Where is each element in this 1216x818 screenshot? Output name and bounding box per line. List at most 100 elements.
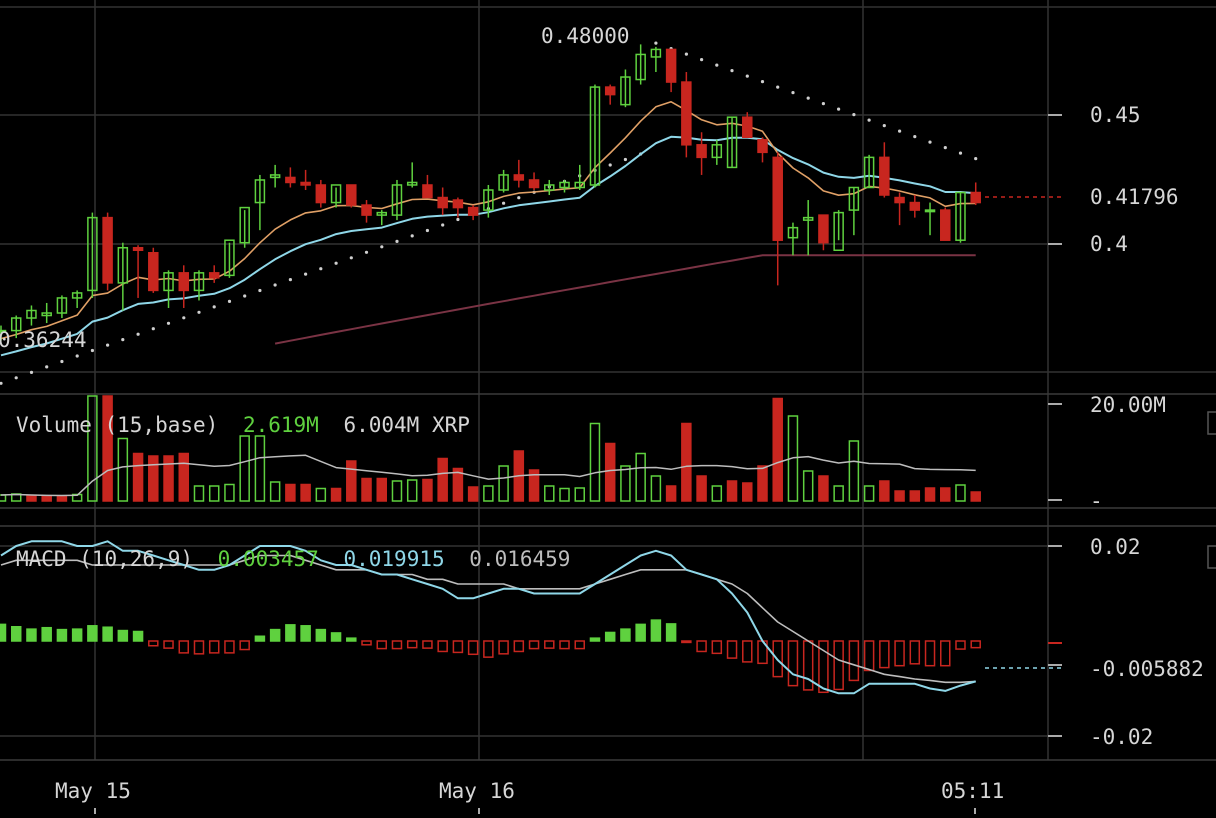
macd-bar-down bbox=[544, 640, 555, 649]
volume-bar-up bbox=[117, 437, 129, 502]
volume-bar-down bbox=[940, 487, 951, 502]
candle-up bbox=[802, 216, 814, 221]
candle-up bbox=[574, 181, 585, 189]
volume-bar-down bbox=[604, 442, 616, 502]
sar-dot bbox=[837, 107, 841, 111]
volume-bar-up bbox=[406, 479, 418, 502]
sar-dot bbox=[0, 381, 3, 385]
candle-down bbox=[772, 156, 783, 241]
price-tick-label: 0.4 bbox=[1090, 232, 1128, 256]
candle-up bbox=[330, 184, 342, 204]
sar-dot bbox=[776, 85, 780, 89]
volume-legend-value-total: 6.004M XRP bbox=[343, 413, 469, 437]
volume-bar-down bbox=[330, 487, 342, 502]
macd-bar-down bbox=[940, 640, 951, 667]
time-label-current: 05:11 bbox=[941, 779, 1004, 803]
macd-bar-down bbox=[148, 640, 159, 647]
volume-bar-down bbox=[178, 452, 190, 502]
macd-bar-down bbox=[483, 640, 494, 658]
candle-down bbox=[422, 184, 433, 199]
candle-down bbox=[879, 156, 890, 196]
candle-down bbox=[894, 196, 905, 204]
candle-up bbox=[406, 181, 418, 186]
time-axis: May 15 May 16 05:11 bbox=[55, 779, 1004, 814]
sar-dot bbox=[715, 63, 719, 67]
macd-legend-signal: 0.016459 bbox=[469, 547, 570, 571]
sar-dot bbox=[243, 294, 247, 298]
macd-bar-down bbox=[848, 640, 860, 682]
macd-bar-up bbox=[87, 625, 98, 642]
volume-bar-down bbox=[148, 455, 159, 502]
macd-bar-up bbox=[269, 628, 281, 642]
candle-up bbox=[483, 189, 494, 211]
macd-bar-down bbox=[863, 640, 875, 672]
macd-bar-down bbox=[193, 640, 205, 655]
macd-bar-down bbox=[711, 640, 723, 655]
volume-bar-up bbox=[391, 480, 403, 502]
sar-dot bbox=[913, 135, 917, 139]
macd-bar-up bbox=[300, 625, 311, 642]
macd-bar-up bbox=[0, 623, 7, 642]
price-axis: 0.45 0.4 0.41796 0.48000 0.36244 bbox=[0, 24, 1179, 352]
macd-bar-down bbox=[224, 640, 235, 654]
volume-bar-up bbox=[87, 395, 98, 502]
macd-bar-down bbox=[772, 640, 783, 678]
macd-panel-handle[interactable] bbox=[1207, 545, 1216, 569]
volume-legend-name: Volume (15,base) bbox=[16, 413, 218, 437]
volume-bar-up bbox=[254, 435, 266, 502]
sar-dot bbox=[410, 234, 414, 238]
volume-bar-down bbox=[665, 485, 677, 502]
volume-bar-up bbox=[620, 465, 631, 502]
sar-dot bbox=[273, 283, 277, 287]
sar-dot bbox=[898, 129, 902, 133]
volume-bar-down bbox=[970, 491, 981, 502]
candle-down bbox=[315, 184, 327, 204]
sar-dot bbox=[288, 278, 292, 282]
volume-bar-down bbox=[422, 478, 433, 502]
macd-legend-name: MACD (10,26,9) bbox=[16, 547, 193, 571]
volume-bar-up bbox=[483, 485, 494, 502]
volume-axis-top: 20.00M bbox=[1090, 393, 1166, 417]
candle-up bbox=[224, 239, 235, 277]
candle-up bbox=[848, 186, 860, 211]
macd-bar-down bbox=[726, 640, 738, 659]
sar-dot bbox=[60, 359, 64, 364]
volume-axis-bottom: - bbox=[1090, 489, 1103, 513]
macd-histogram[interactable] bbox=[0, 619, 981, 694]
time-label: May 16 bbox=[439, 779, 515, 803]
candle-down bbox=[437, 196, 448, 209]
volume-bar-down bbox=[361, 477, 372, 502]
candle-down bbox=[757, 139, 768, 154]
sar-dot bbox=[364, 250, 369, 254]
price-candles[interactable] bbox=[0, 44, 981, 341]
macd-bar-down bbox=[787, 640, 799, 687]
sar-dot bbox=[654, 41, 658, 45]
volume-legend: Volume (15,base) 2.619M 6.004M XRP bbox=[16, 413, 470, 437]
volume-bars[interactable] bbox=[0, 395, 981, 502]
macd-bar-down bbox=[955, 640, 966, 650]
macd-last-value: -0.005882 bbox=[1090, 657, 1204, 681]
macd-line bbox=[0, 540, 976, 695]
macd-bar-down bbox=[696, 640, 707, 653]
macd-bar-down bbox=[361, 640, 372, 646]
volume-bar-down bbox=[300, 483, 311, 502]
candle-down bbox=[604, 86, 616, 96]
volume-bar-up bbox=[315, 487, 327, 502]
sar-dot bbox=[136, 332, 140, 336]
volume-bar-down bbox=[346, 460, 357, 502]
candle-up bbox=[650, 48, 662, 58]
candle-up bbox=[193, 272, 205, 292]
volume-bar-down bbox=[285, 483, 296, 502]
volume-panel-handle[interactable] bbox=[1207, 411, 1216, 435]
macd-bar-down bbox=[909, 640, 921, 665]
candle-up bbox=[955, 191, 966, 241]
macd-bar-down bbox=[498, 640, 509, 655]
candle-up bbox=[559, 181, 570, 189]
macd-legend: MACD (10,26,9) 0.003457 0.019915 0.01645… bbox=[16, 547, 570, 571]
volume-bar-down bbox=[772, 397, 783, 502]
candle-down bbox=[665, 48, 677, 83]
sar-dot bbox=[852, 113, 856, 117]
candle-up bbox=[56, 297, 68, 314]
